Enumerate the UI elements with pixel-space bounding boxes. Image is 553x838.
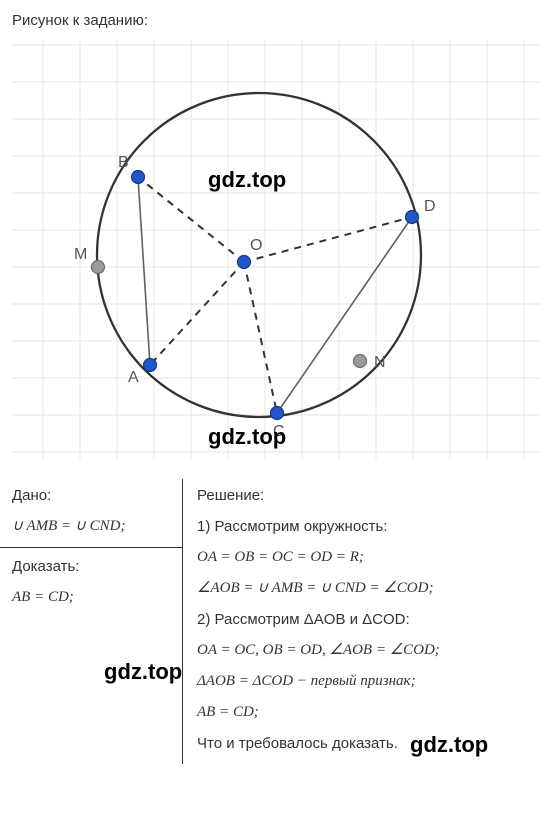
page-title: Рисунок к заданию: [12,12,541,29]
solution-step: 1) Рассмотрим окружность: [197,516,541,537]
solution-step: 2) Рассмотрим ΔAOB и ΔCOD: [197,609,541,630]
given-line: ∪ AMB = ∪ CND; [12,516,170,537]
proof-section: Дано: ∪ AMB = ∪ CND; Доказать: AB = CD; … [12,479,541,764]
svg-text:B: B [118,154,129,171]
svg-text:C: C [273,423,285,440]
svg-text:O: O [250,237,262,254]
solution-step: OA = OC, OB = OD, ∠AOB = ∠COD; [197,640,541,661]
svg-text:N: N [374,354,386,371]
solution-step: AB = CD; [197,702,541,723]
svg-text:M: M [74,246,87,263]
proof-given-column: Дано: ∪ AMB = ∪ CND; Доказать: AB = CD; [12,479,182,764]
prove-line: AB = CD; [12,587,170,608]
solution-step: Что и требовалось доказать. [197,733,541,754]
solution-step: OA = OB = OC = OD = R; [197,547,541,568]
prove-label: Доказать: [12,556,170,577]
divider [0,547,182,548]
given-label: Дано: [12,485,170,506]
solution-step: ΔAOB = ΔCOD − первый признак; [197,671,541,692]
geometry-diagram: O A B C D M N [12,39,541,459]
svg-text:D: D [424,198,436,215]
diagram-container: OABCDMN gdz.topgdz.top [12,39,541,459]
svg-text:A: A [128,369,139,386]
proof-solution-column: Решение: 1) Рассмотрим окружность: OA = O… [182,479,541,764]
solution-label: Решение: [197,485,541,506]
solution-step: ∠AOB = ∪ AMB = ∪ CND = ∠COD; [197,578,541,599]
